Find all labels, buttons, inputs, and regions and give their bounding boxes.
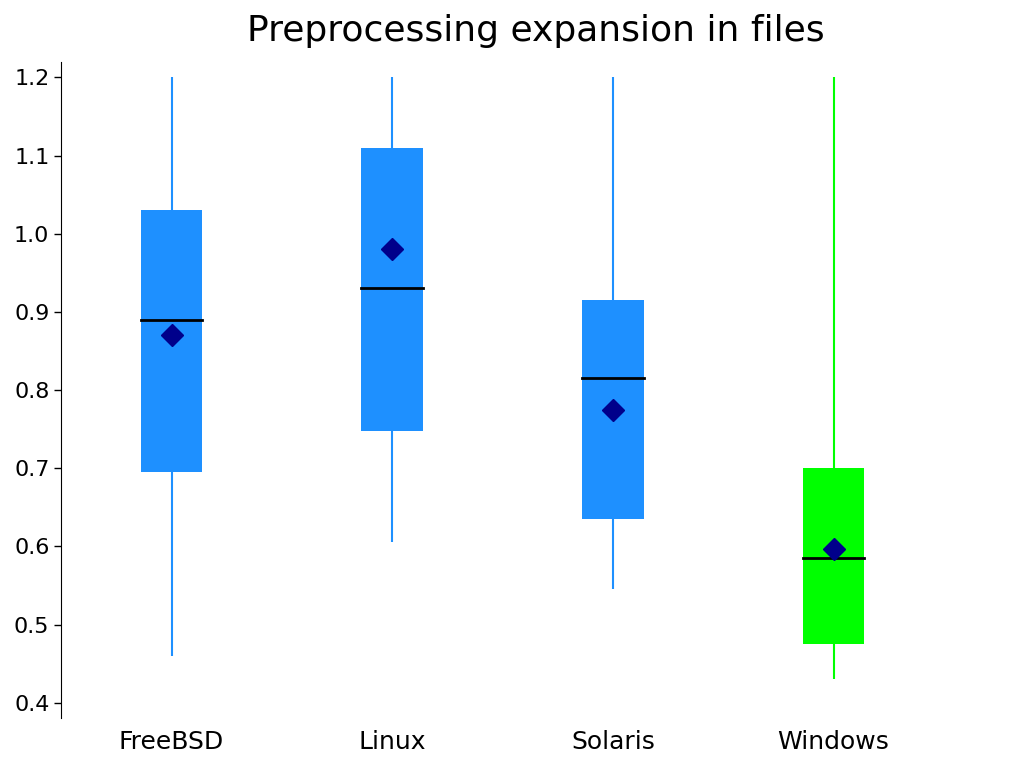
- Bar: [582, 300, 644, 519]
- Bar: [361, 147, 423, 431]
- Bar: [803, 468, 864, 644]
- Bar: [140, 210, 203, 472]
- Title: Preprocessing expansion in files: Preprocessing expansion in files: [247, 14, 824, 48]
